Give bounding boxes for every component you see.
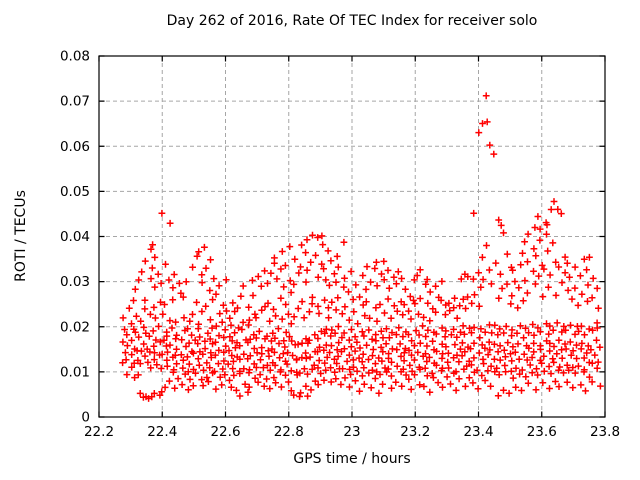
y-tick-label: 0.07 — [60, 94, 90, 110]
x-tick-label: 22.6 — [210, 424, 240, 440]
y-axis-title: ROTI / TECUs — [13, 190, 29, 282]
y-tick-label: 0.01 — [60, 364, 90, 380]
x-axis-title: GPS time / hours — [293, 451, 411, 467]
x-tick-label: 22.4 — [147, 424, 177, 440]
y-tick-label: 0.05 — [60, 184, 90, 200]
y-tick-label: 0.08 — [60, 49, 90, 65]
x-tick-label: 23 — [343, 424, 360, 440]
y-tick-label: 0 — [81, 410, 90, 426]
x-tick-label: 23.6 — [527, 424, 557, 440]
x-tick-label: 22.2 — [84, 424, 114, 440]
y-tick-label: 0.02 — [60, 319, 90, 335]
x-tick-label: 23.8 — [590, 424, 620, 440]
y-tick-label: 0.06 — [60, 139, 90, 155]
x-tick-label: 22.8 — [274, 424, 304, 440]
chart-title: Day 262 of 2016, Rate Of TEC Index for r… — [166, 13, 538, 29]
data-points — [119, 92, 604, 402]
x-tick-label: 23.2 — [400, 424, 430, 440]
axis-ticks — [98, 55, 606, 418]
y-tick-label: 0.03 — [60, 274, 90, 290]
grid-lines — [98, 55, 606, 418]
y-tick-label: 0.04 — [60, 229, 90, 245]
x-tick-label: 23.4 — [463, 424, 493, 440]
